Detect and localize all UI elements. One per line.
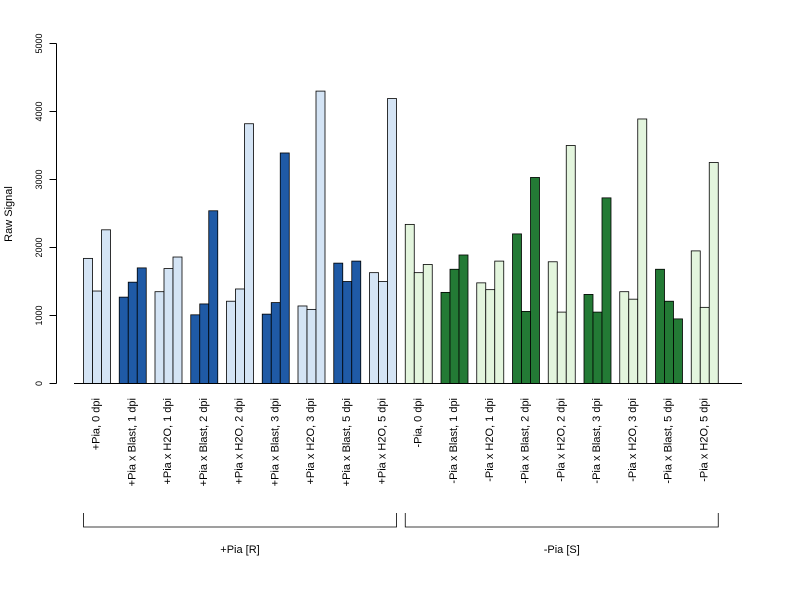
bar [244, 123, 254, 384]
bar [297, 305, 308, 384]
bar [655, 268, 665, 384]
y-axis: 0 1000 2000 3000 4000 5000 [34, 33, 57, 386]
bar [494, 260, 505, 384]
bar [315, 90, 326, 384]
bar [556, 311, 567, 384]
bar [699, 306, 710, 384]
y-axis-title: Raw Signal [3, 186, 15, 242]
category-label: +Pia x H2O, 1 dpi [162, 398, 174, 485]
bar [413, 272, 424, 384]
bar [476, 282, 487, 384]
bar [92, 290, 102, 384]
bar [136, 267, 147, 384]
bar [512, 233, 522, 384]
category-label: -Pia x H2O, 5 dpi [698, 398, 710, 482]
bar [664, 300, 674, 384]
bar [154, 291, 165, 384]
bar [485, 289, 496, 384]
category-label: +Pia x Blast, 2 dpi [198, 398, 210, 486]
category-label: +Pia x Blast, 1 dpi [126, 398, 138, 486]
bar [592, 311, 603, 384]
bar [83, 257, 93, 384]
bar [199, 303, 210, 384]
category-label: -Pia x Blast, 2 dpi [520, 398, 532, 484]
bar [449, 268, 460, 384]
bar [547, 261, 558, 384]
bar [190, 314, 201, 384]
bar [172, 256, 183, 384]
bar [387, 98, 397, 384]
bar [163, 268, 174, 384]
bar [369, 272, 379, 384]
category-label: +Pia x H2O, 2 dpi [234, 398, 246, 485]
category-label: -Pia x Blast, 1 dpi [448, 398, 460, 484]
bar [583, 294, 594, 384]
category-labels: +Pia, 0 dpi +Pia x Blast, 1 dpi +Pia x H2O… [91, 398, 711, 486]
bar [708, 162, 719, 384]
bar [235, 288, 245, 384]
bar [440, 291, 451, 384]
bar [565, 145, 576, 384]
bar [673, 318, 683, 384]
bar [261, 313, 272, 384]
category-label: +Pia, 0 dpi [91, 398, 103, 450]
bar [226, 300, 236, 384]
y-tick-label: 4000 [34, 101, 44, 121]
bar [422, 264, 433, 384]
group-label: -Pia [S] [544, 544, 580, 556]
bar [521, 311, 531, 384]
bar [690, 250, 701, 384]
y-tick-label: 3000 [34, 169, 44, 189]
bar [270, 302, 281, 384]
bar [404, 223, 415, 384]
category-label: +Pia x H2O, 3 dpi [305, 398, 317, 485]
bar [351, 260, 362, 384]
group-bracket [83, 513, 397, 528]
y-tick-label: 0 [34, 381, 44, 386]
bar [458, 254, 469, 384]
bar [127, 281, 138, 384]
bar [306, 308, 317, 384]
bar [530, 177, 540, 384]
bar [333, 262, 344, 384]
bar [619, 291, 630, 384]
bar [342, 281, 353, 384]
bar [101, 229, 111, 384]
group-label: +Pia [R] [220, 544, 259, 556]
category-label: +Pia x Blast, 3 dpi [269, 398, 281, 486]
category-label: -Pia x Blast, 3 dpi [591, 398, 603, 484]
y-tick-label: 5000 [34, 33, 44, 53]
bar [378, 281, 388, 384]
category-label: -Pia x Blast, 5 dpi [663, 398, 675, 484]
y-tick-label: 1000 [34, 305, 44, 325]
bar [208, 210, 219, 384]
category-label: -Pia x H2O, 1 dpi [484, 398, 496, 482]
category-label: +Pia x Blast, 5 dpi [341, 398, 353, 486]
bar [628, 298, 639, 384]
group-brackets: +Pia [R] -Pia [S] [83, 513, 719, 556]
bar [601, 197, 612, 384]
bar [118, 296, 129, 384]
bars [83, 90, 719, 384]
category-label: -Pia, 0 dpi [412, 398, 424, 448]
category-label: +Pia x H2O, 5 dpi [377, 398, 389, 485]
category-label: -Pia x H2O, 3 dpi [627, 398, 639, 482]
bar [637, 118, 648, 384]
bar [279, 152, 290, 384]
y-tick-label: 2000 [34, 237, 44, 257]
category-label: -Pia x H2O, 2 dpi [555, 398, 567, 482]
group-bracket [404, 513, 719, 528]
